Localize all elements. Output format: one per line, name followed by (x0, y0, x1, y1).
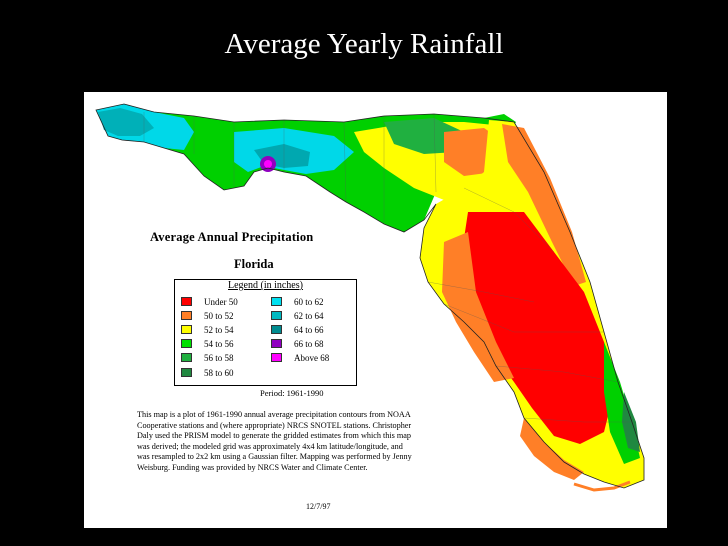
legend-swatch (271, 353, 282, 362)
legend-label: 62 to 64 (294, 310, 324, 321)
legend-label: 54 to 56 (204, 338, 234, 349)
legend-item: 64 to 66 (271, 324, 324, 335)
legend-swatch (181, 297, 192, 306)
map-description: This map is a plot of 1961-1990 annual a… (137, 410, 412, 472)
florida-keys (573, 480, 631, 492)
legend-label: 50 to 52 (204, 310, 234, 321)
slide-title: Average Yearly Rainfall (224, 28, 504, 60)
east-coast-orange (502, 124, 586, 286)
central-red (462, 212, 614, 444)
legend-label: 66 to 68 (294, 338, 324, 349)
period-label: Period: 1961-1990 (260, 388, 324, 398)
legend-item: 66 to 68 (271, 338, 324, 349)
legend-item: 62 to 64 (271, 310, 324, 321)
legend-swatch (271, 325, 282, 334)
map-title: Average Annual Precipitation (150, 230, 314, 244)
legend-label: 58 to 60 (204, 367, 234, 378)
western-dark-zone (98, 108, 154, 136)
legend-item: Under 50 (181, 296, 238, 307)
legend-swatch (271, 297, 282, 306)
map-date: 12/7/97 (306, 502, 331, 511)
magenta-max-zone (264, 160, 272, 168)
legend-label: 52 to 54 (204, 324, 234, 335)
state-outline (95, 103, 645, 489)
legend-swatch (181, 311, 192, 320)
legend-item: 58 to 60 (181, 367, 234, 378)
legend-item: Above 68 (271, 352, 329, 363)
legend-label: Above 68 (294, 352, 330, 363)
legend-label: 56 to 58 (204, 352, 234, 363)
legend-swatch (271, 311, 282, 320)
legend-label: Under 50 (204, 296, 238, 307)
legend-swatch (181, 368, 192, 377)
legend-swatch (181, 339, 192, 348)
legend-item: 50 to 52 (181, 310, 234, 321)
legend-label: 64 to 66 (294, 324, 324, 335)
central-orange-ring (442, 232, 514, 382)
precipitation-map-panel: Average Annual Precipitation Florida Leg… (84, 92, 667, 528)
legend-item: 52 to 54 (181, 324, 234, 335)
legend-swatch (181, 325, 192, 334)
legend-swatch (271, 339, 282, 348)
legend-item: 56 to 58 (181, 352, 234, 363)
legend-item: 54 to 56 (181, 338, 234, 349)
map-subtitle: Florida (234, 257, 274, 271)
county-lines (143, 112, 632, 423)
florida-rainfall-map (95, 103, 645, 492)
legend-swatch (181, 353, 192, 362)
legend-box: Legend (in inches) Under 50 50 to 52 52 … (174, 279, 357, 386)
legend-item: 60 to 62 (271, 296, 324, 307)
legend-title: Legend (in inches) (228, 280, 303, 291)
legend-label: 60 to 62 (294, 296, 324, 307)
